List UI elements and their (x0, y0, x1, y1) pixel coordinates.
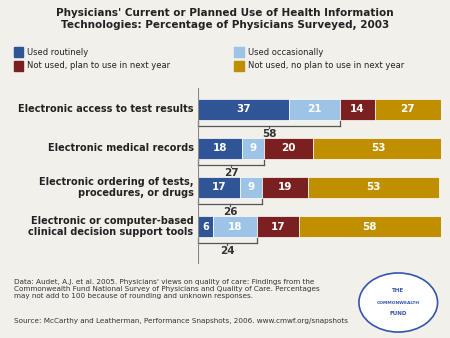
Bar (198, 216, 213, 237)
Circle shape (359, 273, 437, 332)
Bar (308, 177, 439, 198)
Bar (198, 138, 242, 159)
Text: 27: 27 (224, 168, 239, 178)
Text: COMMONWEALTH: COMMONWEALTH (377, 300, 420, 305)
Bar (299, 216, 441, 237)
Text: 17: 17 (212, 183, 226, 192)
Bar (289, 99, 340, 120)
Bar (262, 177, 308, 198)
Text: Source: McCarthy and Leatherman, Performance Snapshots, 2006. www.cmwf.org/snaps: Source: McCarthy and Leatherman, Perform… (14, 318, 347, 324)
Bar (240, 177, 262, 198)
Text: 24: 24 (220, 246, 235, 257)
Text: 58: 58 (262, 129, 276, 139)
Bar (213, 216, 257, 237)
Text: 27: 27 (400, 104, 415, 114)
Text: Used routinely: Used routinely (27, 48, 88, 57)
Text: 6: 6 (202, 221, 209, 232)
Bar (340, 99, 375, 120)
Bar (198, 99, 289, 120)
Text: 14: 14 (350, 104, 365, 114)
Text: 9: 9 (247, 183, 254, 192)
Bar (313, 138, 443, 159)
Text: Physicians' Current or Planned Use of Health Information
Technologies: Percentag: Physicians' Current or Planned Use of He… (56, 8, 394, 30)
Text: 17: 17 (270, 221, 285, 232)
Text: Not used, plan to use in next year: Not used, plan to use in next year (27, 62, 170, 70)
Text: Electronic or computer-based
clinical decision support tools: Electronic or computer-based clinical de… (28, 216, 194, 237)
Text: Not used, no plan to use in next year: Not used, no plan to use in next year (248, 62, 404, 70)
Text: Electronic medical records: Electronic medical records (48, 143, 194, 153)
Bar (257, 216, 299, 237)
Text: Electronic ordering of tests,
procedures, or drugs: Electronic ordering of tests, procedures… (39, 177, 194, 198)
Text: 58: 58 (363, 221, 377, 232)
Text: 20: 20 (282, 143, 296, 153)
Text: THE: THE (392, 288, 404, 293)
Bar (198, 177, 240, 198)
Text: 37: 37 (236, 104, 251, 114)
Bar (375, 99, 441, 120)
Text: Electronic access to test results: Electronic access to test results (18, 104, 194, 114)
Text: 21: 21 (307, 104, 322, 114)
Text: 26: 26 (223, 208, 237, 217)
Text: 53: 53 (366, 183, 381, 192)
Text: FUND: FUND (390, 311, 407, 316)
Bar (242, 138, 264, 159)
Text: Data: Audet, A.J. et al. 2005. Physicians' views on quality of care: Findings fr: Data: Audet, A.J. et al. 2005. Physician… (14, 279, 319, 299)
Text: 18: 18 (213, 143, 227, 153)
Bar (264, 138, 313, 159)
Text: 18: 18 (228, 221, 242, 232)
Text: 19: 19 (278, 183, 293, 192)
Text: 9: 9 (250, 143, 257, 153)
Text: 53: 53 (371, 143, 386, 153)
Text: Used occasionally: Used occasionally (248, 48, 323, 57)
